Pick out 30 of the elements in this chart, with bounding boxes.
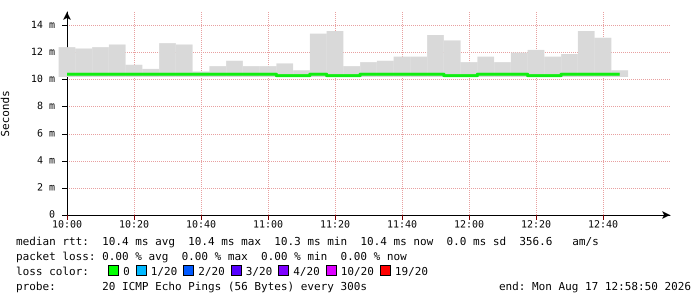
- y-tick-label: 2 m: [36, 182, 55, 194]
- y-tick-label: 14 m: [30, 20, 55, 32]
- y-axis-title: Seconds: [0, 90, 12, 137]
- y-tick-label: 6 m: [36, 128, 55, 140]
- x-tick-label: 10:40: [186, 220, 216, 230]
- text: 19/20: [394, 265, 428, 278]
- text: loss color:: [16, 265, 90, 278]
- text: end: Mon Aug 17 12:58:50 2026: [498, 279, 691, 294]
- y-tick-label: 0: [48, 210, 55, 220]
- text: 4/20: [293, 265, 320, 278]
- y-tick-label: 10 m: [30, 74, 55, 86]
- x-tick-label: 12:40: [588, 220, 618, 230]
- text: 3/20: [246, 265, 272, 278]
- x-tick-label: 10:20: [118, 220, 150, 230]
- y-tick-label: 4 m: [36, 155, 55, 166]
- text: packet loss: 0.00 % avg 0.00 % max 0.00 % min 0.00 % now: [16, 250, 407, 263]
- x-tick-label: 11:40: [386, 220, 418, 230]
- x-tick-label: 10:00: [52, 220, 82, 230]
- x-tick-label: 11:00: [252, 220, 284, 230]
- text: 2/20: [198, 265, 225, 278]
- y-tick-label: 8 m: [36, 101, 55, 112]
- text: 0: [123, 265, 130, 278]
- x-tick-label: 12:00: [454, 220, 484, 230]
- text: 10/20: [340, 265, 374, 278]
- x-tick-label: 12:20: [520, 220, 552, 230]
- text: probe: 20 ICMP Echo Pings (56 Bytes) every 300s: [16, 280, 367, 293]
- text: median rtt: 10.4 ms avg 10.4 ms max 10.3 ms min 10.4 ms now 0.0 ms sd 356.6 am/s: [16, 235, 599, 248]
- x-tick-label: 11:20: [320, 220, 350, 230]
- text: 1/20: [150, 265, 178, 278]
- y-tick-label: 12 m: [30, 47, 55, 58]
